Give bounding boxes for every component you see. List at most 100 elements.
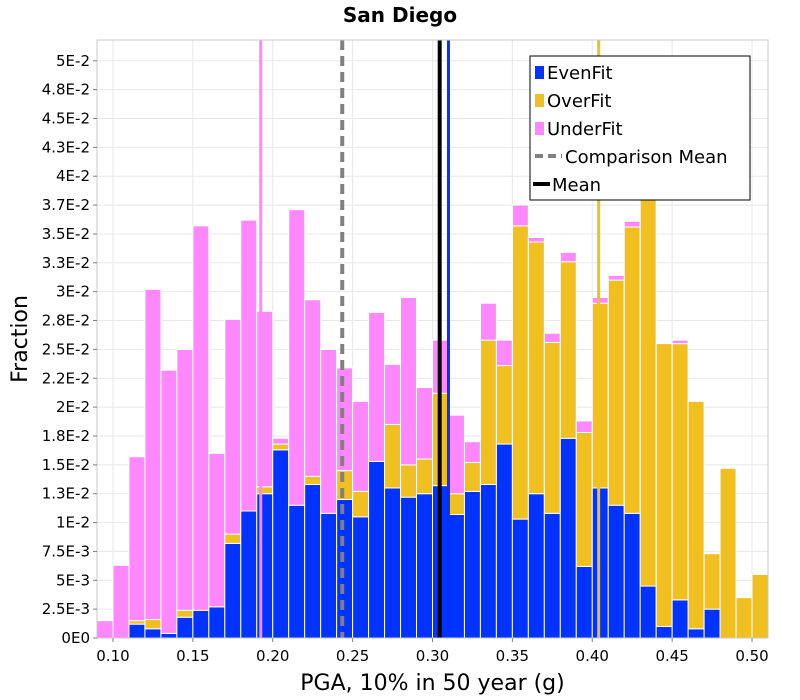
legend-label-overfit: OverFit: [547, 91, 611, 112]
bar-underfit: [320, 348, 338, 514]
bar-underfit: [256, 310, 274, 488]
bar-underfit: [240, 219, 258, 512]
y-tick-label: 1.5E-2: [42, 456, 90, 474]
y-tick-label: 3.7E-2: [42, 196, 90, 214]
bar-overfit: [735, 597, 753, 639]
bar-underfit: [208, 452, 226, 608]
y-tick-label: 1.3E-2: [42, 485, 90, 503]
bar-underfit: [304, 299, 322, 477]
bar-evenfit: [400, 496, 418, 639]
legend-box: [529, 55, 751, 201]
bar-overfit: [384, 423, 402, 489]
bar-overfit: [336, 470, 354, 500]
bar-overfit: [416, 458, 433, 495]
bar-overfit: [671, 343, 689, 601]
x-tick-label: 0.35: [496, 647, 529, 665]
y-tick-label: 2.5E-2: [42, 340, 90, 358]
bar-evenfit: [479, 483, 497, 639]
legend-label-evenfit: EvenFit: [547, 63, 613, 84]
bar-overfit: [575, 432, 593, 567]
bar-underfit: [384, 363, 402, 425]
y-tick-label: 1.8E-2: [42, 427, 90, 445]
bar-overfit: [719, 467, 737, 639]
y-tick-label: 2E-2: [56, 398, 90, 416]
y-tick-label: 4.3E-2: [42, 138, 90, 156]
legend-label-underfit: UnderFit: [547, 119, 623, 140]
legend: EvenFit OverFit UnderFit Comparison Mean Mea…: [529, 55, 751, 201]
legend-label-comparison-mean: Comparison Mean: [565, 147, 728, 168]
y-tick-label: 5E-2: [56, 52, 90, 70]
bar-underfit: [527, 236, 545, 243]
x-axis: 0.10 0.15 0.20 0.25 0.30 0.35 0.40 0.45 0.50: [96, 638, 769, 665]
bar-evenfit: [368, 460, 386, 639]
bar-underfit: [511, 204, 529, 227]
bar-evenfit: [208, 606, 226, 639]
bar-evenfit: [591, 487, 609, 639]
legend-swatch-underfit: [535, 122, 544, 135]
bar-overfit: [527, 241, 545, 495]
y-tick-label: 4.5E-2: [42, 110, 90, 128]
y-tick-label: 2.5E-3: [42, 600, 90, 618]
bar-evenfit: [192, 609, 210, 639]
bar-underfit: [400, 296, 418, 466]
bar-evenfit: [495, 443, 513, 639]
y-tick-label: 0E0: [61, 629, 90, 647]
bar-overfit: [543, 341, 561, 514]
bar-evenfit: [128, 623, 146, 639]
x-axis-title: PGA, 10% in 50 year (g): [300, 671, 564, 696]
bar-underfit: [495, 339, 513, 367]
bar-evenfit: [224, 542, 242, 639]
bar-underfit: [288, 209, 306, 506]
x-tick-label: 0.45: [655, 647, 688, 665]
legend-swatch-evenfit: [535, 66, 544, 79]
bar-underfit: [192, 225, 210, 611]
bar-evenfit: [527, 493, 545, 639]
y-tick-label: 3.3E-2: [42, 254, 90, 272]
bar-underfit: [352, 400, 370, 492]
bar-evenfit: [144, 628, 162, 639]
x-tick-label: 0.40: [576, 647, 609, 665]
bar-evenfit: [272, 449, 290, 639]
bar-evenfit: [256, 493, 274, 639]
bar-overfit: [447, 493, 465, 515]
bar-overfit: [751, 574, 769, 639]
x-tick-label: 0.15: [176, 647, 209, 665]
bar-underfit: [336, 367, 354, 472]
bar-underfit: [144, 288, 162, 621]
bar-evenfit: [655, 625, 673, 639]
bar-underfit: [671, 339, 689, 345]
bar-evenfit: [447, 513, 465, 639]
bar-underfit: [272, 437, 290, 445]
bar-evenfit: [416, 493, 433, 639]
y-tick-label: 4E-2: [56, 167, 90, 185]
bar-overfit: [655, 343, 673, 627]
bar-evenfit: [575, 565, 593, 639]
bar-underfit: [160, 369, 178, 634]
bar-underfit: [447, 414, 465, 495]
bar-evenfit: [607, 504, 625, 639]
bar-overfit: [495, 365, 513, 445]
x-tick-label: 0.10: [96, 647, 129, 665]
bar-underfit: [607, 275, 625, 281]
bar-evenfit: [288, 504, 306, 639]
bar-overfit: [687, 400, 705, 630]
bar-evenfit: [687, 628, 705, 639]
y-axis: 0E0 2.5E-3 5E-3 7.5E-3 1E-2 1.3E-2 1.5E-2 1.8E-…: [42, 52, 97, 647]
y-tick-label: 1E-2: [56, 514, 90, 532]
bar-underfit: [224, 318, 242, 535]
legend-label-mean: Mean: [552, 175, 601, 196]
bar-underfit: [112, 564, 130, 639]
bar-overfit: [304, 475, 322, 485]
bar-evenfit: [511, 518, 529, 639]
bar-underfit: [575, 420, 593, 434]
y-tick-label: 2.8E-2: [42, 312, 90, 330]
bar-underfit: [479, 302, 497, 341]
legend-swatch-overfit: [535, 94, 544, 107]
bar-overfit: [224, 533, 242, 544]
bar-overfit: [256, 486, 274, 495]
bar-evenfit: [240, 510, 258, 639]
bar-overfit: [400, 464, 418, 498]
bar-evenfit: [543, 512, 561, 639]
bar-underfit: [368, 311, 386, 462]
